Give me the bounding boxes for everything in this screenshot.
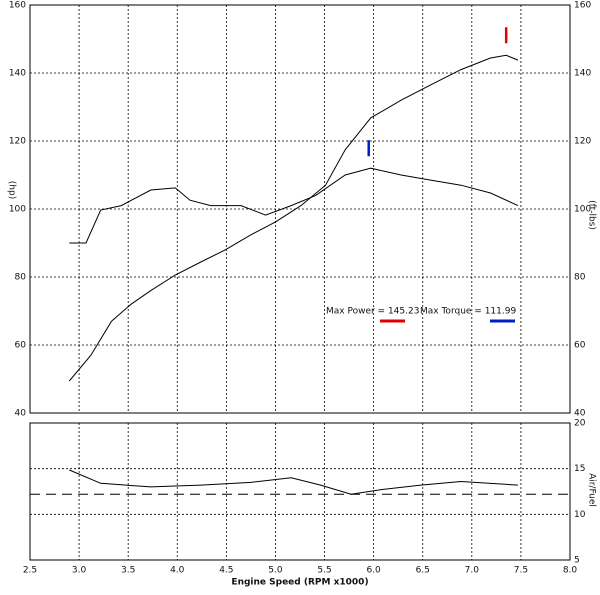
y-tick-label: 20 — [574, 419, 586, 429]
y-tick-label: 100 — [574, 205, 591, 215]
x-tick-label: 2.5 — [23, 566, 37, 576]
series-line — [68, 54, 519, 382]
x-tick-label: 7.5 — [514, 566, 528, 576]
bottom-frame — [29, 422, 571, 561]
x-tick-label: 6.0 — [366, 566, 381, 576]
x-tick-label: 5.0 — [268, 566, 283, 576]
y-tick-label: 160 — [574, 1, 591, 11]
y-tick-label: 140 — [9, 69, 26, 79]
y-tick-label: 10 — [574, 510, 586, 520]
y-tick-label: 160 — [9, 1, 26, 11]
y-tick-label: 80 — [15, 273, 27, 283]
x-tick-label: 5.5 — [317, 566, 331, 576]
y-tick-label: 120 — [9, 137, 26, 147]
x-tick-label: 4.5 — [219, 566, 233, 576]
afr-axis-label: Air/Fuel — [587, 473, 597, 507]
x-tick-label: 4.0 — [170, 566, 185, 576]
x-tick-label: 3.5 — [121, 566, 135, 576]
x-tick-label: 8.0 — [563, 566, 578, 576]
annotation: Max Power = 145.23 — [326, 307, 419, 317]
y-tick-label: 40 — [15, 409, 27, 419]
series-line — [69, 167, 519, 244]
y-tick-label: 15 — [574, 464, 585, 474]
y-tick-label: 140 — [574, 69, 591, 79]
y-tick-label: 80 — [574, 273, 586, 283]
y-axis-label: (hp) — [7, 181, 17, 199]
x-axis-label: Engine Speed (RPM x1000) — [231, 578, 368, 588]
x-tick-label: 6.5 — [416, 566, 430, 576]
y-tick-label: 100 — [9, 205, 26, 215]
y2-axis-label: (ft-lbs) — [587, 200, 597, 230]
y-tick-label: 40 — [574, 409, 586, 419]
x-tick-label: 3.0 — [72, 566, 87, 576]
y-tick-label: 120 — [574, 137, 591, 147]
y-tick-label: 60 — [15, 341, 27, 351]
y-tick-label: 5 — [574, 556, 580, 566]
x-tick-label: 7.0 — [465, 566, 480, 576]
annotation: Max Torque = 111.99 — [420, 307, 516, 317]
series-line — [69, 469, 519, 495]
y-tick-label: 60 — [574, 341, 586, 351]
